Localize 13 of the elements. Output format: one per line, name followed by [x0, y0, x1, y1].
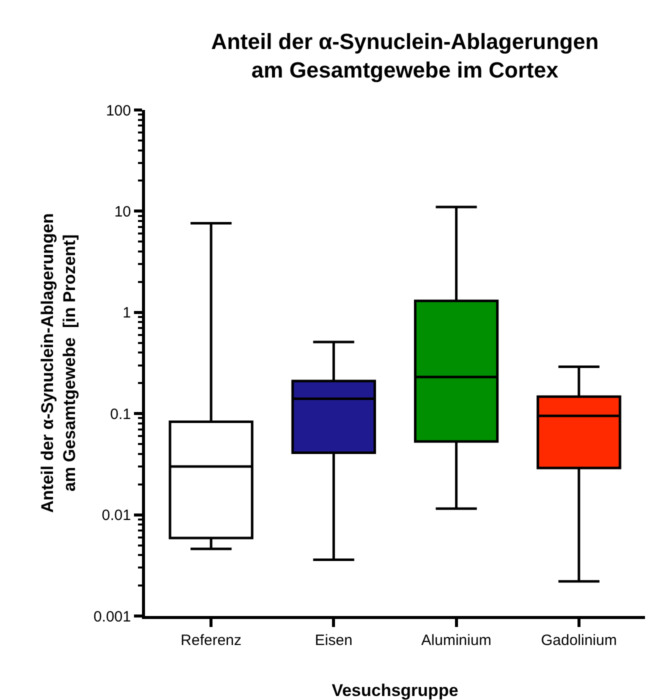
- y-tick-label: 0.1: [110, 406, 131, 423]
- y-tick-label: 10: [114, 203, 131, 220]
- chart-title: Anteil der α-Synuclein-Ablagerungen am Gesamtgewebe im Cortex: [211, 29, 599, 83]
- y-tick-label: 0.01: [102, 507, 131, 524]
- x-tick-label: Gadolinium: [540, 632, 617, 649]
- x-tick-label: Eisen: [314, 632, 352, 649]
- y-tick-label: 1: [122, 304, 131, 322]
- x-tick-label: Aluminium: [421, 632, 492, 649]
- y-tick-label: 100: [106, 102, 131, 120]
- x-axis-title: Vesuchsgruppe: [332, 681, 458, 700]
- y-tick-label: 0.001: [93, 608, 131, 626]
- x-tick-label: Referenz: [180, 632, 242, 649]
- y-axis-title: Anteil der α-Synuclein-Ablagerungen am Gesamtgewebe [in Prozent]: [38, 213, 80, 513]
